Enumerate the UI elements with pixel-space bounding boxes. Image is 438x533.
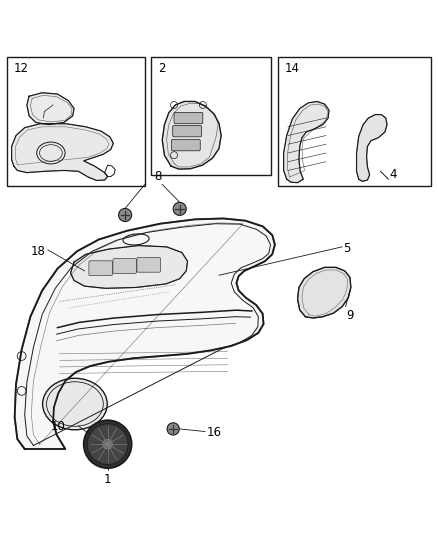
Circle shape <box>84 420 132 468</box>
Bar <box>7 57 145 185</box>
Text: 14: 14 <box>285 62 300 75</box>
Polygon shape <box>357 115 387 181</box>
FancyBboxPatch shape <box>137 257 160 272</box>
Text: 8: 8 <box>154 169 162 183</box>
Text: 9: 9 <box>346 309 354 322</box>
Text: 10: 10 <box>51 420 66 433</box>
Circle shape <box>173 203 186 215</box>
FancyBboxPatch shape <box>113 259 137 273</box>
Polygon shape <box>27 93 74 125</box>
Polygon shape <box>71 246 187 288</box>
Text: 18: 18 <box>30 245 45 258</box>
FancyBboxPatch shape <box>171 140 200 151</box>
Circle shape <box>103 439 113 449</box>
Polygon shape <box>12 124 113 181</box>
Circle shape <box>87 424 128 465</box>
Bar <box>151 57 272 175</box>
Ellipse shape <box>42 378 107 430</box>
Text: 2: 2 <box>158 62 166 75</box>
Circle shape <box>167 423 179 435</box>
Text: 5: 5 <box>343 241 351 255</box>
FancyBboxPatch shape <box>174 112 203 124</box>
Text: 12: 12 <box>14 62 29 75</box>
Bar <box>278 57 431 185</box>
Text: 16: 16 <box>207 426 222 439</box>
FancyBboxPatch shape <box>89 261 113 276</box>
Polygon shape <box>14 219 275 449</box>
Polygon shape <box>297 268 351 318</box>
Text: 4: 4 <box>389 168 397 181</box>
Polygon shape <box>284 101 329 183</box>
Circle shape <box>119 208 132 222</box>
Polygon shape <box>162 101 221 169</box>
Text: 1: 1 <box>104 473 111 486</box>
FancyBboxPatch shape <box>173 125 201 137</box>
